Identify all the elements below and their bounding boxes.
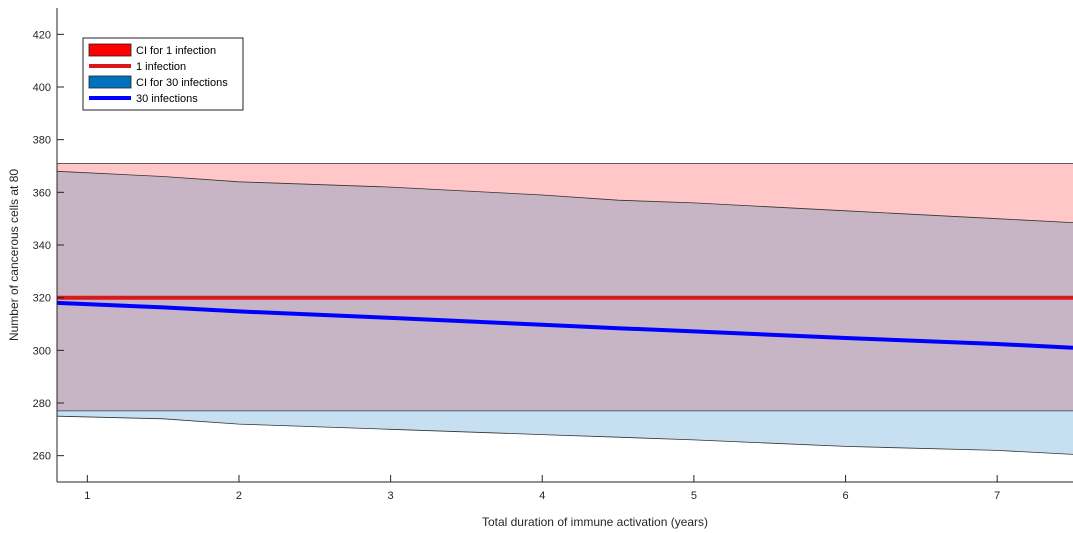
plot-area [56, 162, 1073, 455]
y-tick-label: 280 [33, 398, 51, 410]
legend-label-1: 1 infection [136, 61, 186, 73]
legend-label-0: CI for 1 infection [136, 45, 216, 57]
band-0 [57, 163, 1073, 411]
y-tick-label: 300 [33, 345, 51, 357]
legend-label-3: 30 infections [136, 93, 198, 105]
y-tick-label: 400 [33, 82, 51, 94]
x-tick-label: 1 [84, 490, 90, 502]
y-axis-label: Number of cancerous cells at 80 [7, 169, 21, 341]
x-tick-label: 4 [539, 490, 545, 502]
band-2-lower-edge [56, 415, 1073, 455]
y-tick-label: 320 [33, 293, 51, 305]
legend: CI for 1 infection 1 infection CI for 30 i… [82, 37, 244, 111]
x-axis-label: Total duration of immune activation (yea… [482, 515, 708, 529]
x-tick-label: 6 [842, 490, 848, 502]
x-tick-label: 7 [994, 490, 1000, 502]
y-tick-label: 340 [33, 240, 51, 252]
y-tick-label: 380 [33, 135, 51, 147]
line-3 [56, 300, 1073, 350]
x-tick-label: 3 [388, 490, 394, 502]
band-2 [57, 171, 1073, 455]
legend-label-2: CI for 30 infections [136, 77, 228, 89]
legend-swatch-2 [88, 75, 132, 89]
y-tick-label: 420 [33, 29, 51, 41]
x-tick-label: 5 [691, 490, 697, 502]
band-2-upper-edge [56, 170, 1073, 223]
x-tick-label: 2 [236, 490, 242, 502]
y-tick-label: 260 [33, 451, 51, 463]
legend-swatch-0 [88, 43, 132, 57]
y-tick-label: 360 [33, 187, 51, 199]
axes: 260 280 300 320 340 360 380 400 420 1 2 3 4 5 6 7 [33, 8, 1073, 502]
